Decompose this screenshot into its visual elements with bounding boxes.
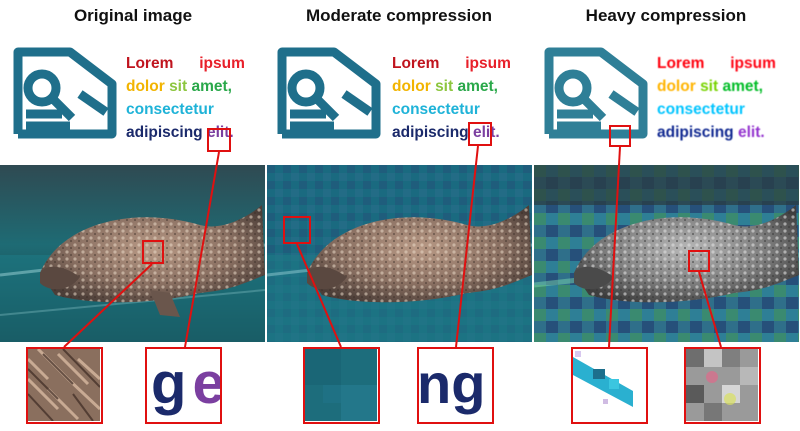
zoom-original-skin <box>26 347 103 424</box>
word-ipsum: ipsum <box>730 55 776 72</box>
word-sit: sit <box>700 78 719 95</box>
zoom-letter-e: e <box>192 351 222 416</box>
word-dolor: dolor <box>657 78 696 95</box>
zoom-moderate-text: nge <box>417 347 494 424</box>
connector-lines <box>63 151 220 348</box>
logo-graphic <box>544 47 648 139</box>
zoom-letter-e: e <box>491 352 492 415</box>
word-dolor: dolor <box>126 78 165 95</box>
zoom-heavy-logo <box>571 347 648 424</box>
selection-box-text <box>468 122 492 146</box>
column-title-original: Original image <box>73 6 193 25</box>
selection-box-background <box>283 216 311 244</box>
word-adipiscing: adipiscing <box>392 124 469 141</box>
logo-graphic <box>13 47 117 139</box>
selection-box-skin <box>142 240 164 264</box>
logo-graphic <box>277 47 381 139</box>
selection-box-skin <box>688 250 710 272</box>
zoom-heavy-skin <box>684 347 761 424</box>
column-title-heavy: Heavy compression <box>585 6 747 25</box>
word-ipsum: ipsum <box>465 55 511 72</box>
word-amet: amet, <box>722 78 763 95</box>
zoom-moderate-background <box>303 347 380 424</box>
word-lorem: Lorem <box>392 55 440 72</box>
word-dolor: dolor <box>392 78 431 95</box>
selection-box-logo <box>609 125 631 147</box>
column-moderate: Moderate compression Lorem ipsum dolor s… <box>266 0 532 431</box>
connector-lines <box>296 145 479 348</box>
word-amet: amet, <box>457 78 498 95</box>
word-ipsum: ipsum <box>199 55 245 72</box>
sample-text-block: Lorem ipsum dolor sit amet, consectetur … <box>126 52 245 144</box>
connector-lines <box>608 146 722 348</box>
word-adipiscing: adipiscing <box>657 124 734 141</box>
word-lorem: Lorem <box>657 55 705 72</box>
selection-box-text <box>207 128 231 152</box>
word-elit: elit. <box>737 124 765 141</box>
sample-text-block: Lorem ipsum dolor sit amet, consectetur … <box>392 52 511 144</box>
zoom-letter-g: g <box>151 351 187 416</box>
word-sit: sit <box>169 78 188 95</box>
word-amet: amet, <box>191 78 232 95</box>
word-lorem: Lorem <box>126 55 174 72</box>
word-consectetur: consectetur <box>126 101 214 118</box>
word-elit: elit. <box>472 124 500 141</box>
column-original: Original image Lorem ipsum dolor sit ame… <box>0 0 266 431</box>
word-sit: sit <box>435 78 454 95</box>
salamander-photo <box>534 165 799 342</box>
word-consectetur: consectetur <box>392 101 480 118</box>
zoom-letters-ng: ng <box>417 352 486 415</box>
column-heavy: Heavy compression Lorem ipsum dolor sit … <box>533 0 799 431</box>
salamander-photo <box>0 165 265 342</box>
word-adipiscing: adipiscing <box>126 124 203 141</box>
word-consectetur: consectetur <box>657 101 745 118</box>
sample-text-block: Lorem ipsum dolor sit amet, consectetur … <box>657 52 776 144</box>
column-title-moderate: Moderate compression <box>305 6 493 25</box>
salamander-photo <box>267 165 532 342</box>
